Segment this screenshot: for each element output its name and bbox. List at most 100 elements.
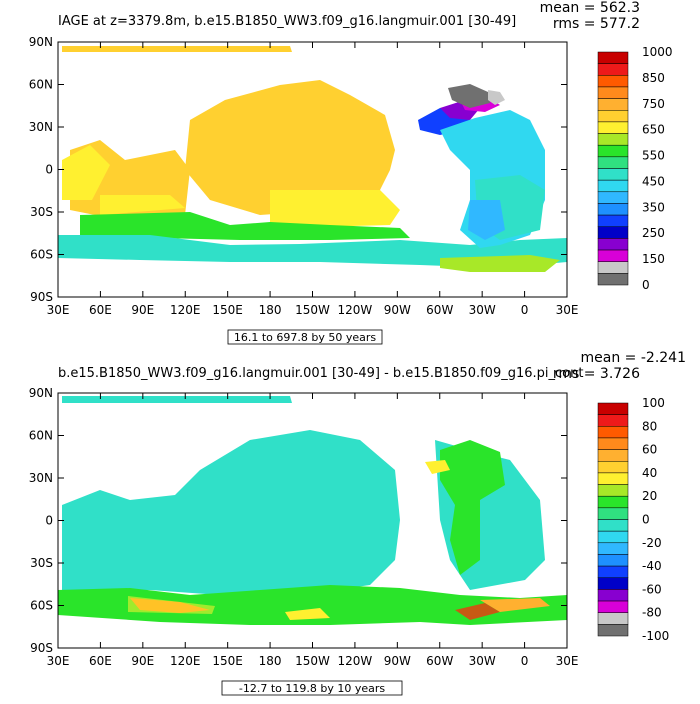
colorbar-swatch: [597, 75, 629, 88]
colorbar-swatch: [597, 589, 629, 602]
colorbar-swatch: [597, 507, 629, 520]
x-tick-label: 90W: [384, 303, 411, 317]
colorbar-label: 150: [642, 252, 665, 266]
x-tick-label: 180: [259, 303, 282, 317]
panel-top-range-box: [227, 329, 383, 345]
x-tick-label: 30E: [47, 654, 70, 668]
panel-top-colorbar: 1000 850 750 650 550 450 350 250 150 0: [597, 45, 673, 292]
colorbar-label: 850: [642, 71, 665, 85]
x-tick-label: 60E: [89, 303, 112, 317]
y-tick-label: 90N: [29, 386, 53, 400]
colorbar-label: 0: [642, 278, 650, 292]
colorbar-swatch: [597, 191, 629, 204]
colorbar-swatch: [597, 449, 629, 462]
y-tick-label: 0: [45, 163, 53, 177]
arctic-strip-bottom: [62, 396, 292, 403]
colorbar-swatch: [597, 144, 629, 158]
panel-top-range-note: 16.1 to 697.8 by 50 years: [234, 331, 377, 344]
colorbar-swatch: [597, 437, 629, 450]
colorbar-swatch: [597, 133, 629, 146]
x-tick-label: 150E: [212, 303, 243, 317]
colorbar-label: 40: [642, 466, 657, 480]
pacific-south-yellow: [270, 190, 400, 228]
colorbar-swatch: [597, 461, 629, 474]
indian-ocean-north: [62, 145, 110, 200]
atlantic-light-grey: [488, 90, 505, 105]
colorbar-swatch: [597, 612, 629, 625]
colorbar-swatch: [597, 273, 629, 286]
panel-top-title: IAGE at z=3379.8m, b.e15.B1850_WW3.f09_g…: [58, 14, 516, 29]
colorbar-label: -100: [642, 629, 669, 643]
pacific-yellow-anomaly: [285, 608, 330, 620]
panel-bottom-mean: mean = -2.241: [581, 350, 686, 366]
colorbar-swatch: [597, 402, 629, 415]
colorbar-swatch: [597, 414, 629, 427]
y-tick-label: 60S: [30, 248, 53, 262]
colorbar-swatch: [597, 238, 629, 251]
x-tick-label: 30W: [469, 654, 496, 668]
x-tick-label: 60W: [426, 303, 453, 317]
colorbar-label: 450: [642, 174, 665, 188]
colorbar-swatch: [597, 63, 629, 76]
x-tick-label: 120W: [338, 654, 373, 668]
x-tick-label: 150W: [295, 654, 330, 668]
colorbar-swatch: [597, 542, 629, 555]
southern-ocean-green: [440, 255, 560, 272]
panel-bottom-colorbar: 100 80 60 40 20 0 -20 -40 -60 -80 -100: [597, 396, 669, 643]
panel-bottom-map: [58, 396, 567, 625]
atlantic-grey: [448, 84, 490, 108]
colorbar-swatch: [597, 530, 629, 544]
colorbar-swatch: [597, 179, 629, 193]
y-tick-label: 30N: [29, 120, 53, 134]
panel-top-y-axis: 90N 60N 30N 0 30S 60S 90S: [29, 35, 567, 304]
y-tick-label: 30S: [30, 205, 53, 219]
panel-bottom-title: b.e15.B1850_WW3.f09_g16.langmuir.001 [30…: [58, 366, 583, 381]
x-tick-label: 150E: [212, 654, 243, 668]
pacific-main: [185, 80, 395, 215]
panel-top: IAGE at z=3379.8m, b.e15.B1850_WW3.f09_g…: [29, 0, 673, 345]
colorbar-swatch: [597, 249, 629, 262]
colorbar-swatch: [597, 214, 629, 228]
y-tick-label: 60N: [29, 429, 53, 443]
x-tick-label: 90E: [131, 654, 154, 668]
colorbar-swatch: [597, 600, 629, 613]
colorbar-swatch: [597, 86, 629, 99]
colorbar-swatch: [597, 624, 629, 637]
colorbar-label: 20: [642, 489, 657, 503]
colorbar-swatch: [597, 426, 629, 439]
atlantic-green-tongue: [440, 440, 505, 575]
colorbar-swatch: [597, 495, 629, 509]
x-tick-label: 30E: [556, 654, 579, 668]
atlantic-yellow-patch: [425, 460, 450, 474]
arctic-strip: [62, 46, 292, 52]
colorbar-swatch: [597, 98, 629, 111]
colorbar-swatch: [597, 565, 629, 578]
colorbar-label: 80: [642, 419, 657, 433]
indian-south-yellow: [100, 195, 185, 215]
x-tick-label: 0: [521, 654, 529, 668]
panel-bottom: b.e15.B1850_WW3.f09_g16.langmuir.001 [30…: [29, 350, 686, 696]
x-tick-label: 60E: [89, 654, 112, 668]
x-tick-label: 0: [521, 303, 529, 317]
colorbar-swatch: [597, 110, 629, 123]
colorbar-label: 0: [642, 513, 650, 527]
colorbar-label: 60: [642, 443, 657, 457]
x-tick-label: 120W: [338, 303, 373, 317]
x-tick-label: 150W: [295, 303, 330, 317]
colorbar-swatch: [597, 261, 629, 274]
colorbar-label: 1000: [642, 45, 673, 59]
y-tick-label: 90S: [30, 290, 53, 304]
south-atlantic-blue: [468, 200, 505, 240]
colorbar-swatch: [597, 156, 629, 169]
colorbar-swatch: [597, 168, 629, 181]
colorbar-label: 650: [642, 123, 665, 137]
colorbar-swatch: [597, 554, 629, 567]
x-tick-label: 120E: [170, 303, 201, 317]
southern-ocean-green-bottom: [58, 585, 567, 625]
colorbar-label: 750: [642, 97, 665, 111]
indian-yellow-anomaly: [128, 596, 215, 614]
weddell-orange-anomaly: [480, 598, 550, 612]
colorbar-swatch: [597, 484, 629, 497]
panel-top-x-axis: 30E 60E 90E 120E 150E 180 150W 120W 90W 60W 30W 0 30…: [47, 42, 578, 317]
